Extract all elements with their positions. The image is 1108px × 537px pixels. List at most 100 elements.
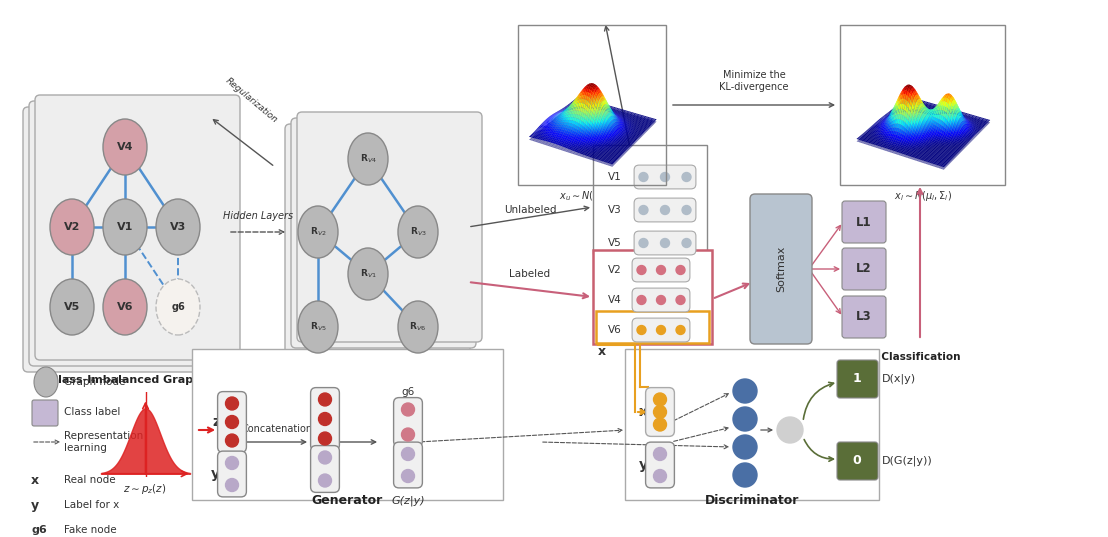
FancyBboxPatch shape	[634, 231, 696, 255]
FancyBboxPatch shape	[593, 145, 707, 254]
Ellipse shape	[103, 279, 147, 335]
FancyBboxPatch shape	[393, 397, 422, 446]
Circle shape	[318, 412, 331, 425]
Text: R$_{V1}$: R$_{V1}$	[360, 268, 377, 280]
Text: Fake node: Fake node	[64, 525, 116, 535]
Circle shape	[683, 238, 691, 248]
Text: y: y	[639, 458, 648, 472]
Text: Graph node: Graph node	[64, 377, 125, 387]
Circle shape	[654, 418, 667, 431]
Text: V1: V1	[608, 172, 622, 182]
Text: R$_{V6}$: R$_{V6}$	[410, 321, 427, 333]
Text: Minimize the
KL-divergence: Minimize the KL-divergence	[719, 70, 789, 92]
FancyBboxPatch shape	[285, 124, 470, 354]
FancyBboxPatch shape	[750, 194, 812, 344]
Circle shape	[318, 474, 331, 487]
Circle shape	[657, 265, 666, 274]
Text: L2: L2	[856, 263, 872, 275]
Ellipse shape	[156, 199, 201, 255]
Text: D(G(z|y)): D(G(z|y))	[882, 456, 933, 466]
Text: D(x|y): D(x|y)	[882, 374, 916, 384]
FancyBboxPatch shape	[310, 446, 339, 492]
FancyBboxPatch shape	[625, 349, 879, 500]
Ellipse shape	[298, 301, 338, 353]
FancyBboxPatch shape	[837, 442, 878, 480]
Circle shape	[660, 238, 669, 248]
Circle shape	[318, 451, 331, 464]
Text: R$_{V4}$: R$_{V4}$	[359, 153, 377, 165]
FancyBboxPatch shape	[632, 258, 690, 282]
FancyBboxPatch shape	[634, 198, 696, 222]
Text: Regularization: Regularization	[224, 76, 280, 125]
Text: V4: V4	[608, 295, 622, 305]
Text: Hidden Layers: Hidden Layers	[223, 211, 293, 221]
Circle shape	[777, 417, 803, 443]
FancyBboxPatch shape	[646, 442, 675, 488]
Ellipse shape	[103, 119, 147, 175]
Circle shape	[637, 295, 646, 304]
Text: z: z	[212, 415, 220, 429]
Circle shape	[401, 428, 414, 441]
FancyBboxPatch shape	[310, 388, 339, 451]
Text: V6: V6	[116, 302, 133, 312]
Text: g6: g6	[171, 302, 185, 312]
FancyBboxPatch shape	[297, 112, 482, 342]
Text: V3: V3	[608, 205, 622, 215]
FancyBboxPatch shape	[217, 391, 246, 452]
Text: x: x	[598, 345, 606, 358]
Text: $z \sim p_z(z)$: $z \sim p_z(z)$	[123, 482, 167, 496]
Circle shape	[226, 434, 238, 447]
Circle shape	[226, 478, 238, 491]
Text: Class-Imbalanced Graph: Class-Imbalanced Graph	[50, 375, 201, 385]
FancyBboxPatch shape	[842, 296, 886, 338]
Text: y: y	[211, 467, 220, 481]
FancyBboxPatch shape	[217, 451, 246, 497]
Text: V1: V1	[116, 222, 133, 232]
Circle shape	[733, 435, 757, 459]
FancyBboxPatch shape	[593, 250, 712, 344]
Circle shape	[401, 469, 414, 483]
Circle shape	[733, 379, 757, 403]
Text: Discriminator: Discriminator	[705, 494, 799, 507]
Text: R$_{V5}$: R$_{V5}$	[309, 321, 327, 333]
FancyBboxPatch shape	[632, 288, 690, 312]
Circle shape	[401, 447, 414, 460]
FancyBboxPatch shape	[393, 442, 422, 488]
Ellipse shape	[298, 206, 338, 258]
Circle shape	[676, 295, 685, 304]
FancyBboxPatch shape	[291, 118, 476, 348]
Text: L1: L1	[856, 215, 872, 229]
Text: x: x	[31, 474, 39, 487]
Circle shape	[226, 416, 238, 429]
Circle shape	[733, 407, 757, 431]
Text: g6: g6	[401, 387, 414, 397]
FancyBboxPatch shape	[35, 95, 240, 360]
Circle shape	[683, 172, 691, 182]
Ellipse shape	[398, 301, 438, 353]
FancyBboxPatch shape	[842, 248, 886, 290]
Text: V5: V5	[608, 238, 622, 248]
Ellipse shape	[50, 279, 94, 335]
FancyBboxPatch shape	[837, 360, 878, 398]
Text: Node Representation: Node Representation	[309, 355, 441, 365]
Circle shape	[683, 206, 691, 214]
Circle shape	[676, 265, 685, 274]
Ellipse shape	[34, 367, 58, 397]
Text: R$_{V2}$: R$_{V2}$	[309, 226, 327, 238]
Text: y: y	[31, 498, 39, 512]
Text: 1: 1	[853, 373, 861, 386]
Circle shape	[226, 397, 238, 410]
Circle shape	[401, 403, 414, 416]
Ellipse shape	[50, 199, 94, 255]
Text: Concatenation: Concatenation	[242, 424, 312, 434]
Circle shape	[657, 325, 666, 335]
Circle shape	[654, 405, 667, 418]
Text: Real node: Real node	[64, 475, 115, 485]
Circle shape	[654, 393, 667, 406]
FancyBboxPatch shape	[32, 400, 58, 426]
Text: $x_u \sim N(\mu_u, \Sigma_u)$: $x_u \sim N(\mu_u, \Sigma_u)$	[560, 189, 625, 203]
Text: 0: 0	[853, 454, 861, 468]
Circle shape	[637, 265, 646, 274]
Text: Class label: Class label	[64, 407, 121, 417]
Circle shape	[318, 432, 331, 445]
